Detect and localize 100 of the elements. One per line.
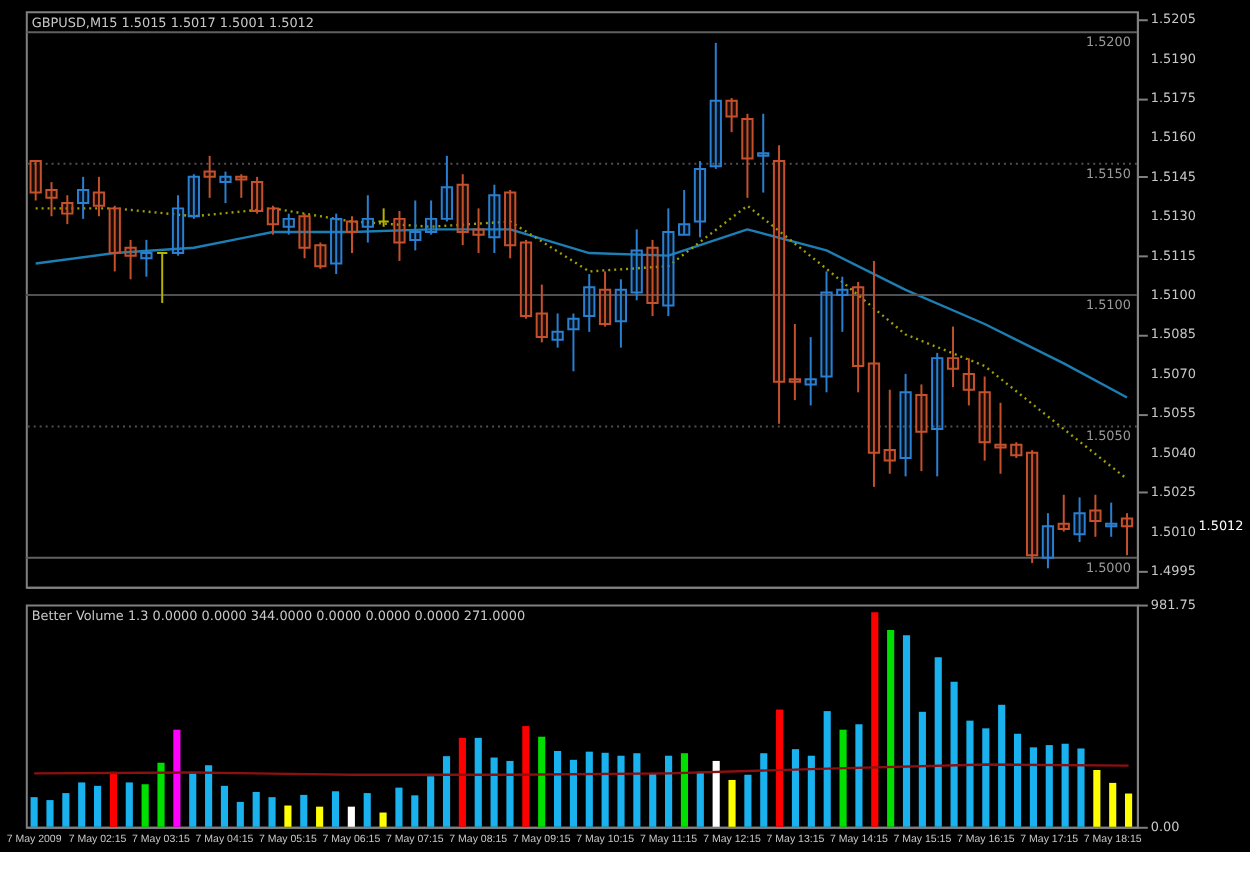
bar [887, 630, 895, 827]
candlestick [883, 388, 896, 475]
candlestick [867, 259, 881, 488]
candlestick [219, 170, 232, 205]
candlestick [361, 194, 374, 244]
candlestick [836, 275, 849, 333]
bar [316, 806, 324, 827]
bar [649, 773, 657, 827]
candlestick [1073, 496, 1086, 544]
bar [918, 711, 926, 827]
bar [109, 771, 117, 827]
bar [411, 795, 419, 827]
candlestick [804, 336, 817, 407]
bar [823, 711, 831, 827]
candlestick [235, 173, 248, 199]
bar [205, 765, 213, 827]
bar [998, 704, 1006, 827]
candlestick [725, 97, 738, 134]
candlestick [630, 228, 643, 302]
candlestick [504, 188, 517, 260]
bar [934, 657, 942, 827]
bar [982, 728, 990, 827]
bar [1077, 748, 1085, 827]
bar [776, 709, 784, 827]
candlestick [915, 383, 928, 473]
bar [1093, 769, 1101, 827]
bar [141, 784, 149, 827]
candlestick [108, 204, 121, 273]
bar [585, 751, 593, 827]
candlestick [250, 175, 264, 215]
bar [950, 681, 958, 827]
bar [744, 774, 752, 827]
candlestick [820, 270, 833, 394]
candlestick [203, 154, 216, 199]
candlestick [266, 204, 280, 236]
candlestick [1057, 493, 1070, 533]
candlestick [946, 325, 960, 389]
bar [728, 779, 736, 827]
bar [189, 773, 197, 827]
candlestick [567, 312, 580, 373]
bar [30, 797, 38, 827]
candlestick [519, 238, 533, 320]
candlestick [1105, 501, 1118, 538]
candlestick [614, 278, 628, 349]
bar [94, 785, 102, 827]
candlestick [156, 252, 169, 304]
candlestick [583, 273, 596, 333]
candlestick [140, 238, 153, 278]
bar [284, 805, 292, 827]
bar [427, 776, 435, 827]
bar [807, 755, 815, 827]
bar [601, 752, 609, 827]
bar [62, 793, 70, 827]
bar [347, 806, 355, 827]
candlestick [92, 175, 106, 218]
candlestick [598, 270, 612, 328]
candlestick [678, 188, 691, 236]
candlestick [409, 199, 422, 252]
bar [617, 755, 625, 827]
candlestick [772, 144, 786, 425]
candlestick [646, 238, 659, 318]
candlestick [662, 207, 675, 318]
bar [712, 760, 720, 827]
candlestick [282, 212, 295, 236]
candlestick [978, 375, 991, 462]
candlestick [314, 241, 327, 270]
candlestick [29, 160, 42, 202]
bar [522, 726, 530, 827]
candlestick [741, 112, 754, 199]
bar [680, 753, 689, 827]
candlestick [187, 173, 200, 220]
bar [236, 801, 244, 827]
bar [474, 737, 482, 827]
candlestick [393, 210, 406, 262]
bar [569, 759, 577, 827]
candlestick [757, 112, 770, 194]
bar [78, 782, 86, 827]
bar [966, 720, 974, 827]
bar [173, 729, 181, 827]
bar [871, 612, 879, 827]
bar [363, 793, 371, 827]
candlestick [171, 194, 185, 257]
candlestick [788, 322, 801, 402]
candlestick [124, 238, 137, 281]
bar [696, 771, 704, 827]
bar [506, 760, 514, 827]
candlestick [330, 212, 343, 276]
bar [855, 724, 863, 827]
bar [839, 729, 847, 827]
bar [442, 756, 451, 827]
candlestick [899, 372, 912, 478]
bar [395, 787, 403, 827]
bar [902, 635, 911, 827]
bar [490, 757, 498, 827]
candlestick [424, 199, 438, 236]
bar [1109, 782, 1117, 827]
candlestick [1120, 512, 1134, 557]
candlestick [962, 357, 975, 407]
candlestick [693, 160, 707, 239]
candlestick [1025, 449, 1039, 565]
